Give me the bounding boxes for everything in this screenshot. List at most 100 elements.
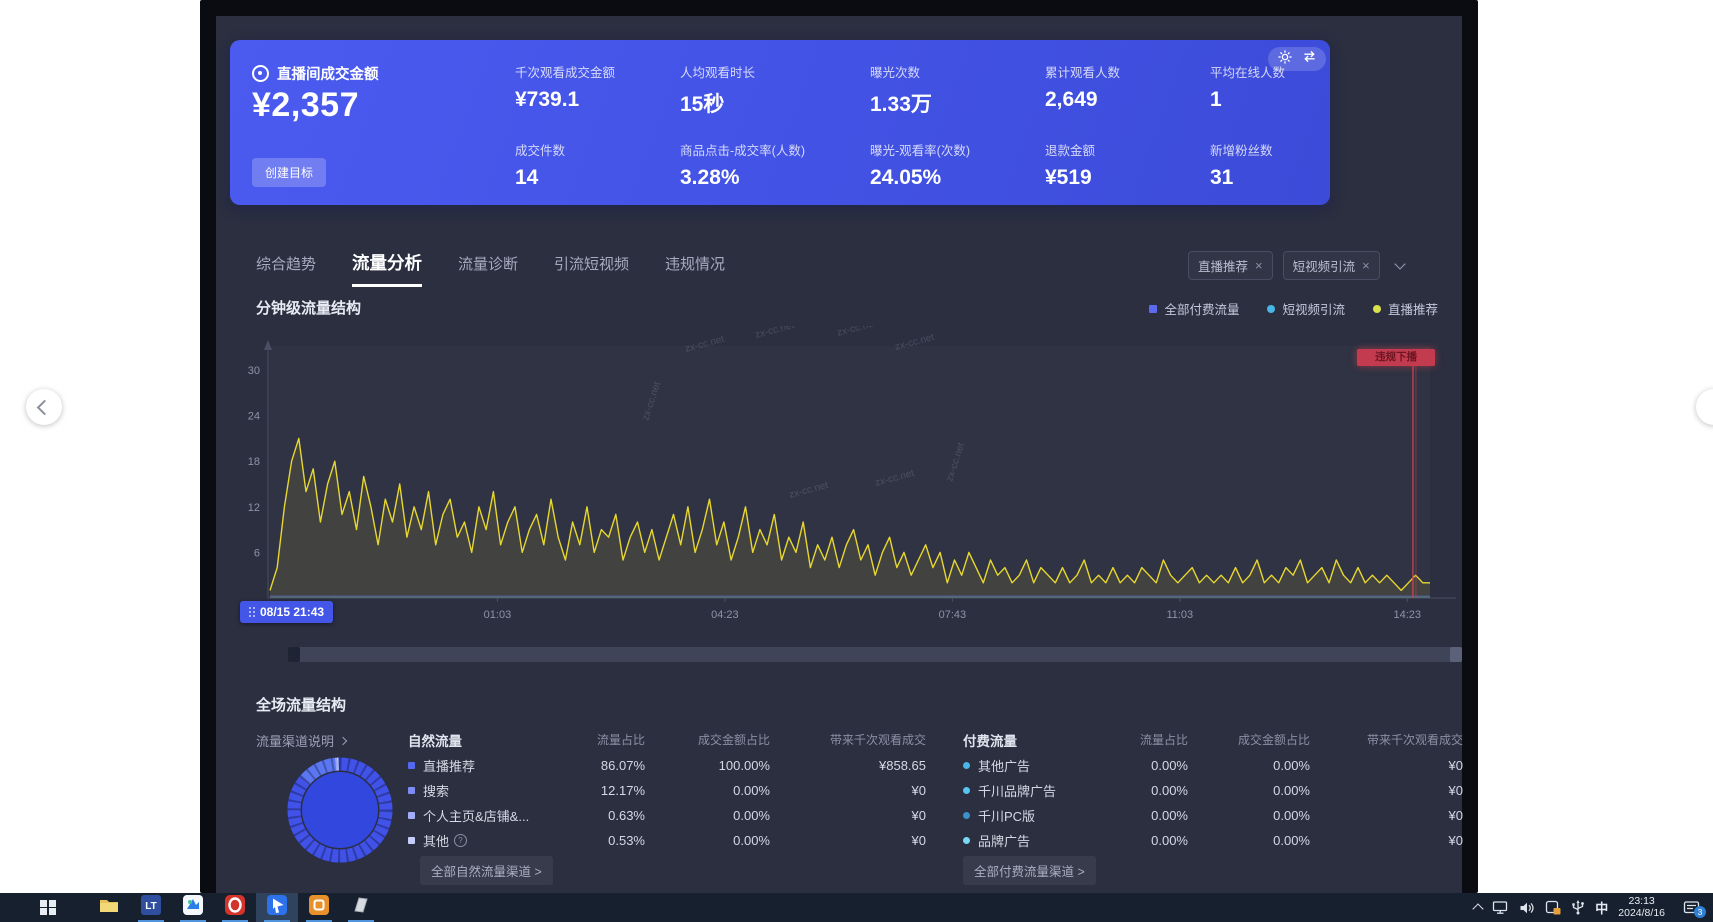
channel-explain-label: 流量渠道说明 (256, 734, 335, 749)
kpi-metric-label: 新增粉丝数 (1210, 144, 1273, 158)
table-row[interactable]: 搜索 12.17% 0.00% ¥0 (408, 778, 926, 803)
table-header-cell: 带来千次观看成交 (829, 733, 926, 747)
windows-logo-icon (40, 899, 56, 916)
tab-item[interactable]: 引流短视频 (554, 256, 630, 273)
remove-tag-icon[interactable]: × (1255, 257, 1263, 273)
table-header-cell: 成交金额占比 (697, 733, 770, 747)
table-row[interactable]: 直播推荐 86.07% 100.00% ¥858.65 (408, 753, 926, 778)
clock[interactable]: 23:13 2024/8/16 (1618, 895, 1665, 919)
swap-icon[interactable] (1302, 50, 1317, 68)
chart-scrollbar[interactable] (288, 647, 1462, 662)
filter-tag[interactable]: 直播推荐 × (1188, 251, 1273, 280)
kpi-metric-value: 15秒 (680, 93, 725, 116)
taskbar-app-app-gray[interactable] (340, 893, 382, 922)
kpi-metric: 商品点击-成交率(人数) 3.28% (680, 140, 805, 190)
y-tick-label: 24 (248, 411, 260, 423)
all-natural-channels-link[interactable]: 全部自然流量渠道 > (420, 856, 553, 885)
start-button[interactable] (26, 893, 70, 922)
notification-icon[interactable]: 3 (1683, 900, 1706, 918)
kpi-metric-label: 成交件数 (515, 144, 566, 158)
legend-label: 全部付费流量 (1164, 303, 1240, 317)
remove-tag-icon[interactable]: × (1362, 257, 1370, 273)
table-header-cell: 自然流量 (408, 733, 462, 749)
taskbar-app-file-explorer[interactable] (88, 893, 130, 922)
kpi-metric-label: 千次观看成交金额 (515, 66, 616, 80)
tag-dropdown-button[interactable] (1390, 258, 1410, 272)
tab-item[interactable]: 流量诊断 (458, 256, 519, 273)
app-gray-icon (350, 894, 372, 921)
app-browser-icon (224, 894, 246, 921)
table-header-cell: 付费流量 (963, 733, 1017, 749)
running-indicator (222, 920, 248, 922)
table-row[interactable]: 千川PC版 0.00% 0.00% ¥0 (963, 803, 1463, 828)
table-row[interactable]: 千川品牌广告 0.00% 0.00% ¥0 (963, 778, 1463, 803)
kpi-metric: 人均观看时长 15秒 (680, 62, 755, 118)
traffic-source-label: 个人主页&店铺&... (423, 809, 530, 824)
gmv-share-value: 0.00% (1273, 833, 1310, 848)
gmv-share-value: 0.00% (733, 808, 770, 823)
table-header-cell: 流量占比 (1139, 733, 1188, 747)
x-tick-label: 01:03 (484, 609, 512, 621)
gear-icon[interactable] (1277, 49, 1292, 69)
legend-item[interactable]: 短视频引流 (1267, 299, 1345, 318)
table-row[interactable]: 个人主页&店铺&... 0.63% 0.00% ¥0 (408, 803, 926, 828)
tab-item[interactable]: 流量分析 (352, 250, 423, 287)
table-row[interactable]: 其他? 0.53% 0.00% ¥0 (408, 828, 926, 853)
traffic-source-cell: 品牌广告 (963, 831, 1113, 850)
gmv-share-value: 0.00% (1273, 758, 1310, 773)
table-header-cell: 成交金额占比 (1237, 733, 1310, 747)
carousel-next-button[interactable] (1696, 389, 1713, 425)
taskbar-app-app-lt[interactable]: LT (130, 893, 172, 922)
table-header-cell: 带来千次观看成交 (1366, 733, 1463, 747)
taskbar-app-app-doc[interactable] (172, 893, 214, 922)
taskbar-apps: LT (88, 893, 382, 922)
table-header-row: 自然流量 流量占比 成交金额占比 带来千次观看成交 (408, 726, 926, 753)
ime-indicator[interactable]: 中 (1595, 901, 1609, 916)
app-tray-icon[interactable] (1545, 900, 1561, 915)
series-line-live-recommend (269, 437, 1430, 592)
usb-icon[interactable] (1571, 900, 1585, 915)
watermark-text: zx-cc.net (836, 326, 878, 339)
target-icon (252, 65, 269, 82)
gmv-share-value: 100.00% (718, 758, 770, 773)
table-row[interactable]: 其他广告 0.00% 0.00% ¥0 (963, 753, 1463, 778)
drag-handle-icon (249, 607, 251, 609)
info-icon[interactable]: ? (454, 834, 468, 847)
legend-item[interactable]: 全部付费流量 (1149, 299, 1239, 318)
running-indicator (138, 920, 164, 922)
tab-item[interactable]: 违规情况 (665, 256, 726, 273)
kpi-metric: 千次观看成交金额 ¥739.1 (515, 62, 615, 112)
volume-icon[interactable] (1519, 901, 1535, 915)
per-k-gmv-value: ¥858.65 (879, 758, 926, 773)
scrollbar-right-handle[interactable] (1450, 647, 1462, 662)
row-marker (963, 762, 970, 769)
table-row[interactable]: 品牌广告 0.00% 0.00% ¥0 (963, 828, 1463, 853)
kpi-metric-value: 14 (515, 166, 539, 189)
chevron-up-icon[interactable] (1472, 903, 1484, 915)
traffic-source-cell: 其他广告 (963, 756, 1113, 775)
legend-item[interactable]: 直播推荐 (1372, 299, 1438, 318)
filter-tag-label: 短视频引流 (1292, 260, 1356, 274)
network-icon[interactable] (1492, 900, 1509, 915)
scrollbar-left-handle[interactable] (288, 647, 300, 662)
channel-explain-link[interactable]: 流量渠道说明 (256, 731, 348, 750)
row-marker (408, 837, 415, 844)
time-range-start[interactable]: 08/15 21:43 (240, 601, 334, 623)
taskbar-app-app-live[interactable] (256, 893, 298, 922)
tab-item[interactable]: 综合趋势 (256, 256, 317, 273)
all-paid-channels-link[interactable]: 全部付费流量渠道 > (963, 856, 1096, 885)
create-goal-button[interactable]: 创建目标 (252, 158, 327, 187)
filter-tag[interactable]: 短视频引流 × (1282, 251, 1380, 280)
taskbar-app-app-browser[interactable] (214, 893, 256, 922)
taskbar-app-app-orange[interactable] (298, 893, 340, 922)
app-doc-icon (182, 894, 204, 921)
kpi-metric-label: 曝光-观看率(次数) (870, 144, 970, 158)
x-tick-label: 04:23 (711, 609, 739, 621)
carousel-prev-button[interactable] (26, 389, 62, 425)
gmv-share-value: 0.00% (733, 833, 770, 848)
violation-badge[interactable]: 违规下播 (1357, 349, 1435, 366)
legend-label: 直播推荐 (1387, 303, 1438, 317)
chevron-down-icon (1394, 258, 1406, 270)
start-time-label: 08/15 21:43 (260, 605, 325, 619)
